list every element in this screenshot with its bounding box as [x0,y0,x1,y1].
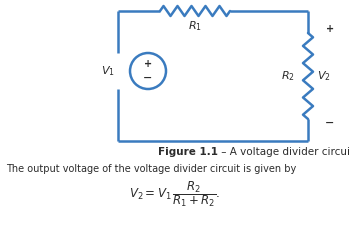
Text: +: + [144,59,152,69]
Text: $V_1$: $V_1$ [101,64,115,78]
Text: $R_2$: $R_2$ [281,69,295,83]
Text: $R_1$: $R_1$ [188,19,202,33]
Text: −: − [325,118,335,128]
Text: Figure 1.1: Figure 1.1 [158,147,218,157]
Text: −: − [143,73,153,83]
Text: +: + [326,24,334,34]
Text: $V_2$: $V_2$ [317,69,331,83]
Text: $V_2 = V_1\,\dfrac{R_2}{R_1+R_2}.$: $V_2 = V_1\,\dfrac{R_2}{R_1+R_2}.$ [129,179,221,209]
Text: – A voltage divider circuit: – A voltage divider circuit [218,147,350,157]
Text: The output voltage of the voltage divider circuit is given by: The output voltage of the voltage divide… [6,164,296,174]
